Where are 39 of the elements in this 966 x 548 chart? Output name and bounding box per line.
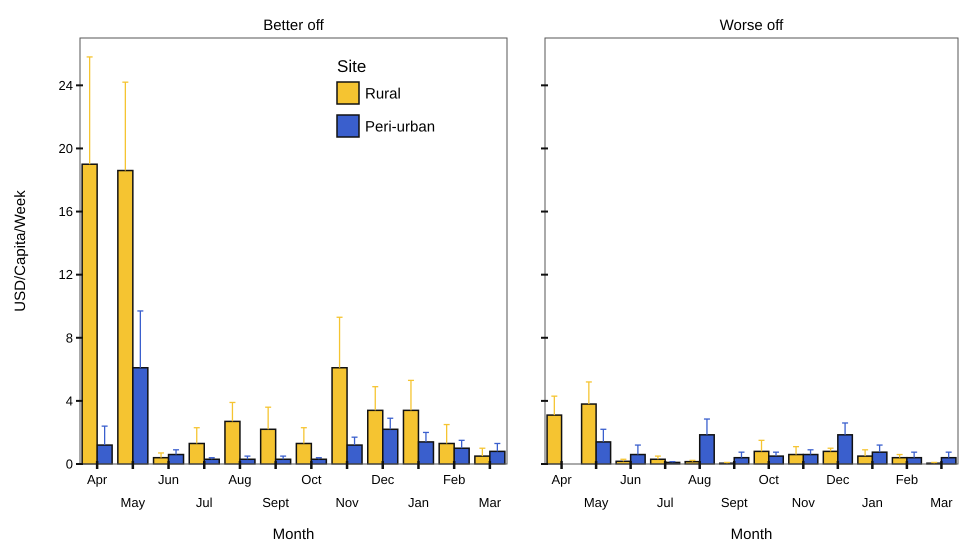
y-tick-label: 0: [66, 456, 73, 472]
y-tick-label: 8: [66, 330, 73, 346]
x-tick-label: Oct: [301, 472, 322, 487]
x-tick-label: Jul: [656, 495, 674, 510]
y-tick-label: 12: [58, 267, 73, 282]
x-tick-label: Nov: [792, 495, 816, 510]
x-tick-label: Jan: [408, 495, 429, 510]
x-tick-label: Mar: [930, 495, 954, 510]
x-tick-label: Jun: [620, 472, 642, 487]
x-tick-label: Oct: [758, 472, 780, 487]
x-tick-label: Nov: [335, 495, 360, 510]
x-tick-label: Jun: [158, 472, 180, 487]
x-tick-label: May: [584, 495, 609, 510]
chart-title: Better off: [263, 17, 325, 34]
x-tick-label: Sept: [720, 495, 748, 510]
x-tick-label: Jan: [862, 495, 883, 510]
x-tick-label: Aug: [228, 472, 252, 487]
x-axis-title: Month: [272, 526, 314, 543]
x-tick-label: Sept: [262, 495, 290, 510]
y-tick-label: 16: [58, 204, 73, 220]
x-tick-label: Jul: [196, 495, 213, 510]
x-tick-label: Dec: [826, 472, 850, 487]
x-tick-label: Feb: [442, 472, 466, 487]
chart-title: Worse off: [720, 17, 784, 34]
x-tick-label: Dec: [371, 472, 395, 487]
x-tick-label: Feb: [896, 472, 918, 487]
legend-label: Peri-urban: [365, 118, 436, 136]
legend-label: Rural: [365, 85, 401, 102]
legend-title: Site: [337, 57, 366, 76]
x-tick-label: May: [120, 495, 146, 510]
y-tick-label: 20: [58, 140, 73, 156]
y-axis-title: USD/Capita/Week: [12, 190, 29, 312]
x-axis-title: Month: [730, 526, 772, 543]
x-tick-label: Apr: [551, 472, 572, 487]
x-tick-label: Apr: [87, 472, 108, 487]
x-tick-label: Aug: [688, 472, 712, 487]
x-tick-label: Mar: [478, 495, 502, 510]
y-tick-label: 4: [66, 393, 73, 408]
y-tick-label: 24: [58, 78, 73, 93]
